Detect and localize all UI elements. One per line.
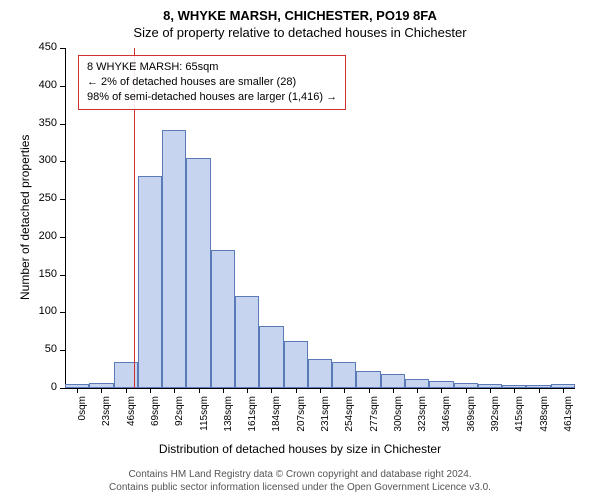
x-tick: [223, 388, 224, 393]
x-tick: [417, 388, 418, 393]
y-tick-label: 100: [27, 305, 57, 317]
histogram-bar: [381, 374, 405, 388]
y-tick-label: 350: [27, 117, 57, 129]
x-tick: [199, 388, 200, 393]
histogram-bar: [356, 371, 380, 388]
histogram-bar: [235, 296, 259, 388]
histogram-bar: [65, 384, 89, 388]
x-tick-label: 23sqm: [101, 396, 112, 446]
x-tick: [126, 388, 127, 393]
y-tick-label: 200: [27, 230, 57, 242]
x-tick-label: 138sqm: [223, 396, 234, 446]
x-tick-label: 69sqm: [150, 396, 161, 446]
y-tick: [60, 86, 65, 87]
y-tick-label: 250: [27, 192, 57, 204]
histogram-bar: [308, 359, 332, 388]
y-tick-label: 50: [27, 343, 57, 355]
y-tick: [60, 199, 65, 200]
y-tick-label: 450: [27, 41, 57, 53]
y-tick: [60, 275, 65, 276]
x-tick: [271, 388, 272, 393]
chart-title-line2: Size of property relative to detached ho…: [0, 25, 600, 40]
histogram-bar: [502, 385, 526, 388]
y-tick: [60, 48, 65, 49]
footer-line2: Contains public sector information licen…: [109, 482, 491, 493]
x-tick-label: 92sqm: [174, 396, 185, 446]
x-tick-label: 207sqm: [296, 396, 307, 446]
y-tick-label: 150: [27, 268, 57, 280]
x-tick: [563, 388, 564, 393]
histogram-bar: [429, 381, 453, 388]
x-tick-label: 184sqm: [271, 396, 282, 446]
annotation-line1: 8 WHYKE MARSH: 65sqm: [87, 60, 337, 75]
x-tick-label: 46sqm: [126, 396, 137, 446]
y-tick-label: 0: [27, 381, 57, 393]
x-tick-label: 277sqm: [369, 396, 380, 446]
x-tick: [466, 388, 467, 393]
histogram-bar: [162, 130, 186, 388]
x-tick: [296, 388, 297, 393]
histogram-bar: [186, 158, 210, 388]
histogram-bar: [551, 384, 575, 388]
x-tick-label: 300sqm: [393, 396, 404, 446]
x-tick: [369, 388, 370, 393]
x-tick: [441, 388, 442, 393]
y-tick: [60, 237, 65, 238]
y-tick-label: 400: [27, 79, 57, 91]
x-tick-label: 415sqm: [514, 396, 525, 446]
y-tick: [60, 124, 65, 125]
histogram-bar: [454, 383, 478, 388]
y-axis-line: [65, 48, 66, 388]
x-tick: [77, 388, 78, 393]
y-tick: [60, 161, 65, 162]
histogram-bar: [138, 176, 162, 388]
x-tick: [247, 388, 248, 393]
x-tick: [150, 388, 151, 393]
y-tick: [60, 350, 65, 351]
x-tick: [101, 388, 102, 393]
histogram-bar: [259, 326, 283, 388]
y-tick: [60, 388, 65, 389]
footer-line1: Contains HM Land Registry data © Crown c…: [128, 469, 471, 480]
histogram-bar: [405, 379, 429, 388]
x-tick: [344, 388, 345, 393]
annotation-line2: ← 2% of detached houses are smaller (28): [87, 75, 337, 90]
footer-attribution: Contains HM Land Registry data © Crown c…: [0, 468, 600, 494]
histogram-bar: [332, 362, 356, 388]
histogram-bar: [478, 384, 502, 388]
x-tick-label: 346sqm: [441, 396, 452, 446]
x-tick-label: 392sqm: [490, 396, 501, 446]
x-axis-label: Distribution of detached houses by size …: [0, 442, 600, 456]
x-tick-label: 254sqm: [344, 396, 355, 446]
x-tick-label: 0sqm: [77, 396, 88, 446]
x-tick: [490, 388, 491, 393]
x-tick-label: 161sqm: [247, 396, 258, 446]
y-tick: [60, 312, 65, 313]
chart-title-line1: 8, WHYKE MARSH, CHICHESTER, PO19 8FA: [0, 8, 600, 23]
x-tick: [320, 388, 321, 393]
x-tick: [393, 388, 394, 393]
histogram-bar: [211, 250, 235, 388]
x-tick: [514, 388, 515, 393]
annotation-box: 8 WHYKE MARSH: 65sqm ← 2% of detached ho…: [78, 55, 346, 110]
histogram-bar: [284, 341, 308, 388]
x-tick: [174, 388, 175, 393]
x-tick-label: 115sqm: [199, 396, 210, 446]
histogram-bar: [526, 385, 550, 388]
y-tick-label: 300: [27, 154, 57, 166]
x-tick-label: 438sqm: [539, 396, 550, 446]
annotation-line3: 98% of semi-detached houses are larger (…: [87, 90, 337, 105]
x-tick-label: 369sqm: [466, 396, 477, 446]
histogram-bar: [89, 383, 113, 388]
x-tick-label: 461sqm: [563, 396, 574, 446]
x-tick-label: 323sqm: [417, 396, 428, 446]
x-tick: [539, 388, 540, 393]
x-tick-label: 231sqm: [320, 396, 331, 446]
